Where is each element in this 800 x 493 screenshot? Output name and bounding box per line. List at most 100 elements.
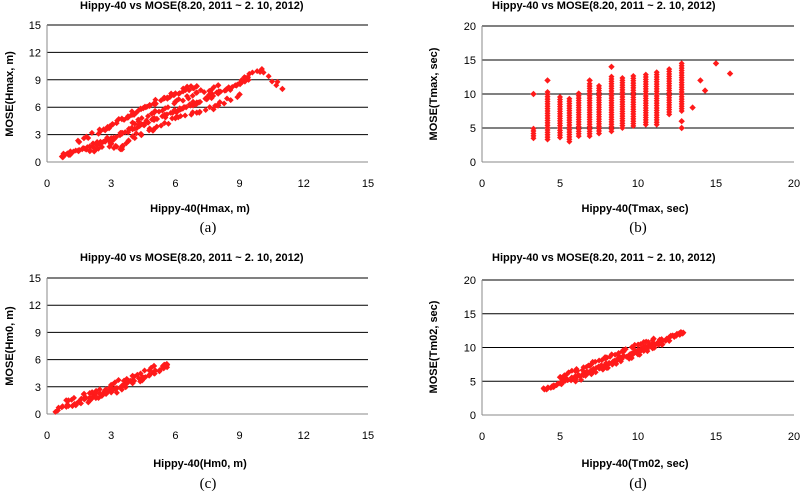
data-point bbox=[85, 134, 92, 141]
x-tick-label: 0 bbox=[479, 431, 485, 443]
data-point bbox=[578, 376, 585, 383]
data-point bbox=[236, 91, 243, 98]
data-point bbox=[221, 100, 228, 107]
data-point bbox=[619, 75, 626, 82]
data-point bbox=[568, 374, 575, 381]
figure-caption: (c) bbox=[199, 476, 217, 492]
data-point bbox=[617, 358, 624, 365]
data-point bbox=[109, 388, 116, 395]
data-point bbox=[249, 69, 256, 76]
data-point bbox=[210, 93, 217, 100]
x-tick-label: 20 bbox=[788, 431, 800, 443]
data-point bbox=[190, 85, 197, 92]
data-point bbox=[113, 120, 120, 127]
data-point bbox=[643, 346, 650, 353]
data-point bbox=[196, 108, 203, 115]
data-point bbox=[655, 341, 662, 348]
data-point bbox=[153, 123, 160, 130]
x-tick-label: 0 bbox=[479, 178, 485, 190]
data-point bbox=[214, 102, 221, 109]
y-tick-label: 12 bbox=[29, 300, 41, 312]
data-point bbox=[189, 92, 196, 99]
y-tick-label: 6 bbox=[35, 102, 41, 114]
data-point bbox=[170, 91, 177, 98]
y-tick-label: 20 bbox=[464, 21, 476, 33]
y-tick-label: 0 bbox=[35, 409, 41, 421]
y-tick-label: 12 bbox=[29, 47, 41, 59]
data-point bbox=[265, 73, 272, 80]
data-point bbox=[210, 84, 217, 91]
data-point bbox=[133, 109, 140, 116]
data-point bbox=[662, 337, 669, 344]
data-point bbox=[615, 349, 622, 356]
data-point bbox=[86, 389, 93, 397]
chart-panel-d: Hippy-40 vs MOSE(8.20, 2011 ~ 2. 10, 201… bbox=[400, 246, 800, 492]
data-point bbox=[575, 90, 582, 97]
data-point bbox=[544, 77, 551, 84]
data-point bbox=[184, 83, 191, 90]
chart-plot-c: 0 3 6 9 12 15 0 3 6 9 12 15 bbox=[29, 273, 374, 442]
data-point bbox=[118, 386, 125, 393]
data-point bbox=[117, 384, 124, 391]
y-tick-label: 5 bbox=[470, 123, 476, 135]
data-point bbox=[260, 69, 267, 76]
x-tick-label: 9 bbox=[237, 178, 243, 190]
x-axis-label: Hippy-40(Tmax, sec) bbox=[581, 203, 689, 215]
data-point bbox=[273, 82, 280, 89]
data-point bbox=[123, 375, 130, 382]
data-point bbox=[182, 112, 189, 119]
data-point bbox=[137, 130, 144, 137]
data-point bbox=[153, 115, 160, 122]
data-point bbox=[131, 120, 138, 127]
data-point bbox=[586, 77, 593, 84]
data-point bbox=[238, 77, 245, 84]
x-axis-label: Hippy-40(Hmax, m) bbox=[150, 203, 250, 215]
y-axis-label: MOSE(Hmax, m) bbox=[4, 51, 16, 137]
data-point bbox=[678, 118, 685, 125]
data-point bbox=[146, 102, 153, 109]
data-point bbox=[653, 69, 660, 76]
data-point bbox=[564, 376, 571, 383]
data-point bbox=[566, 95, 573, 102]
data-point bbox=[596, 82, 602, 89]
data-point bbox=[206, 104, 213, 111]
data-point bbox=[586, 362, 593, 369]
data-point bbox=[131, 377, 138, 384]
data-point bbox=[88, 129, 95, 136]
y-tick-label: 0 bbox=[470, 157, 476, 169]
data-point bbox=[161, 120, 168, 127]
y-tick-label: 10 bbox=[464, 89, 476, 101]
data-point bbox=[148, 364, 155, 371]
data-point bbox=[544, 385, 551, 392]
chart-title: Hippy-40 vs MOSE(8.20, 2011 ~ 2. 10, 201… bbox=[80, 0, 304, 12]
data-point bbox=[95, 130, 102, 137]
data-point bbox=[606, 359, 613, 366]
data-point bbox=[588, 371, 595, 378]
data-point bbox=[152, 367, 159, 374]
y-tick-label: 15 bbox=[464, 55, 476, 67]
data-point bbox=[712, 60, 720, 67]
data-point bbox=[145, 113, 152, 120]
data-point bbox=[104, 389, 111, 396]
data-point bbox=[128, 108, 135, 115]
data-point bbox=[177, 113, 184, 120]
x-axis-label: Hippy-40(Tm02, sec) bbox=[581, 458, 689, 470]
y-tick-label: 0 bbox=[35, 157, 41, 169]
data-point bbox=[679, 330, 686, 337]
data-point bbox=[118, 129, 125, 136]
data-point bbox=[125, 137, 132, 144]
x-axis-label: Hippy-40(Hm0, m) bbox=[153, 458, 247, 470]
data-point bbox=[201, 89, 208, 96]
data-point bbox=[573, 366, 580, 373]
data-point bbox=[225, 84, 232, 91]
data-point bbox=[689, 104, 696, 111]
data-point bbox=[63, 397, 70, 404]
data-point bbox=[604, 364, 611, 371]
chart-panel-b: Hippy-40 vs MOSE(8.20, 2011 ~ 2. 10, 201… bbox=[400, 0, 800, 246]
data-point bbox=[131, 135, 138, 142]
data-point bbox=[613, 360, 620, 367]
data-point bbox=[55, 404, 62, 411]
data-point bbox=[189, 109, 196, 116]
data-point bbox=[530, 90, 537, 98]
data-point bbox=[649, 337, 656, 344]
